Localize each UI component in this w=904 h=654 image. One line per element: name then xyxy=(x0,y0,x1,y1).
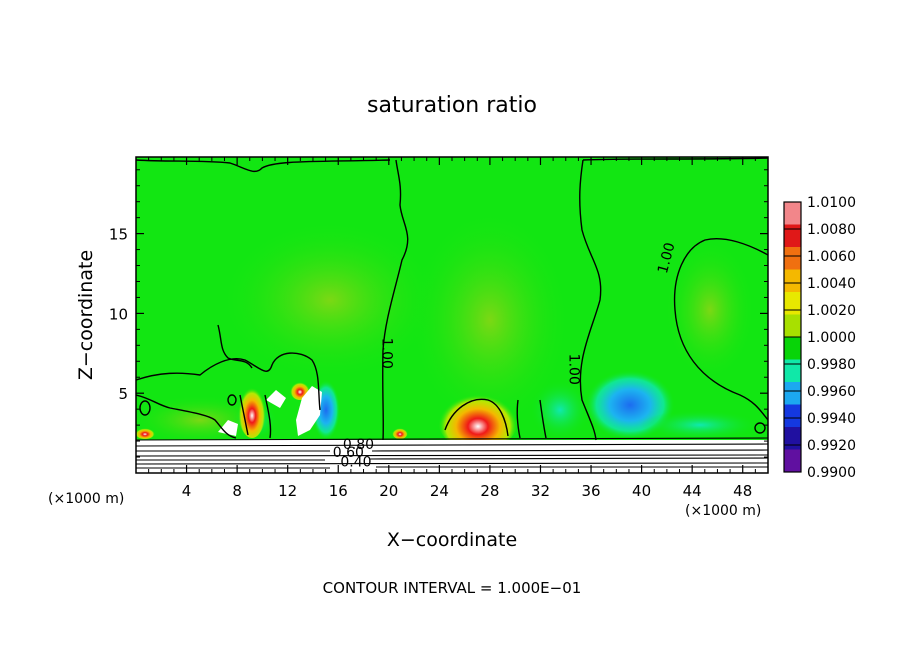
field-patch xyxy=(218,420,238,436)
contour-interval-note: CONTOUR INTERVAL = 1.000E−01 xyxy=(323,579,582,597)
field-zone xyxy=(238,382,266,438)
colorbar-swatch xyxy=(784,382,801,405)
colorbar-label: 1.0060 xyxy=(807,249,856,265)
field-zone xyxy=(665,240,755,380)
contour-boundary xyxy=(136,443,768,447)
colorbar-label: 0.9960 xyxy=(807,384,856,400)
contour-label: 0.80 xyxy=(343,437,374,453)
field-zone xyxy=(640,410,760,440)
x-tick-label: 32 xyxy=(531,482,550,500)
colorbar-swatch xyxy=(784,449,801,472)
colorbar-label: 1.0100 xyxy=(807,195,856,211)
contour-label: 1.00 xyxy=(378,338,394,369)
colorbar-swatch xyxy=(784,224,801,247)
colorbar-swatch xyxy=(784,359,801,382)
contour-boundary xyxy=(136,437,768,441)
x-axis-label: X−coordinate xyxy=(387,529,517,551)
field-zone xyxy=(136,427,155,439)
plot-area xyxy=(136,157,768,473)
colorbar-swatch xyxy=(784,292,801,315)
colorbar-label: 1.0000 xyxy=(807,330,856,346)
y-axis: 5 10 15 xyxy=(109,169,768,458)
colorbar-swatch xyxy=(784,269,801,292)
contour-100 xyxy=(444,398,509,437)
field-zone xyxy=(220,220,440,380)
contour-label: 1.00 xyxy=(566,354,582,385)
x-tick-label: 8 xyxy=(232,482,242,500)
x-unit-left: (×1000 m) xyxy=(48,491,124,507)
colorbar-swatch xyxy=(784,314,801,337)
x-tick-label: 36 xyxy=(581,482,600,500)
x-tick-label: 48 xyxy=(733,482,752,500)
contour-100 xyxy=(136,352,321,411)
field-patch xyxy=(266,390,286,408)
contour-100 xyxy=(136,394,237,439)
field-zone xyxy=(410,210,570,430)
colorbar-swatch xyxy=(784,427,801,450)
chart-title: saturation ratio xyxy=(367,93,537,118)
field-patch xyxy=(296,386,322,436)
x-tick-label: 16 xyxy=(329,482,348,500)
x-unit-right: (×1000 m) xyxy=(685,503,761,519)
x-tick-label: 20 xyxy=(379,482,398,500)
colorbar-label: 0.9900 xyxy=(807,465,856,481)
x-tick-label: 24 xyxy=(430,482,449,500)
contour-lines xyxy=(136,157,768,469)
contour-060 xyxy=(136,457,768,461)
colorbar-swatch xyxy=(784,337,801,360)
colorbar-label: 1.0020 xyxy=(807,303,856,319)
contour-100 xyxy=(227,394,237,406)
contour-100 xyxy=(516,399,521,439)
x-tick-label: 40 xyxy=(632,482,651,500)
colorbar-swatch xyxy=(784,202,801,225)
contour-100 xyxy=(754,422,766,434)
x-tick-label: 4 xyxy=(182,482,192,500)
contour-100 xyxy=(217,324,253,369)
contour-100 xyxy=(579,159,602,441)
y-tick-label: 15 xyxy=(109,226,128,244)
x-tick-label: 44 xyxy=(683,482,702,500)
y-tick-label: 5 xyxy=(118,385,128,403)
colorbar-label: 0.9920 xyxy=(807,438,856,454)
colorbar-label: 1.0040 xyxy=(807,276,856,292)
contour-label: 1.00 xyxy=(655,241,679,275)
contour-100 xyxy=(382,159,409,441)
contour-100 xyxy=(139,400,151,416)
colorbar: 1.0100 1.0080 1.0060 1.0040 1.0020 1.0000 0.99… xyxy=(783,195,856,481)
field-zone xyxy=(530,380,590,440)
x-tick-label: 12 xyxy=(278,482,297,500)
y-axis-label: Z−coordinate xyxy=(75,250,97,380)
contour-040 xyxy=(136,466,768,469)
contour-100 xyxy=(673,238,768,421)
contour-label: 0.40 xyxy=(340,455,371,471)
contour-label: 0.60 xyxy=(333,445,364,461)
field-zone xyxy=(438,388,518,452)
colorbar-swatch xyxy=(784,404,801,427)
contour-100 xyxy=(539,399,547,439)
field-zone xyxy=(392,427,408,439)
colorbar-swatch xyxy=(784,247,801,270)
x-axis: 4 8 12 16 20 24 28 32 36 40 44 48 xyxy=(148,157,756,500)
y-tick-label: 10 xyxy=(109,305,128,323)
contour-100 xyxy=(239,394,249,436)
colorbar-label: 0.9940 xyxy=(807,411,856,427)
x-tick-label: 28 xyxy=(480,482,499,500)
colorbar-label: 1.0080 xyxy=(807,222,856,238)
contour-080 xyxy=(136,449,768,452)
contour-100 xyxy=(264,394,272,439)
contour-labels: 1.00 1.00 1.00 0.800.600.40 xyxy=(333,241,679,471)
colorbar-label: 0.9980 xyxy=(807,357,856,373)
contour-100 xyxy=(136,159,391,172)
